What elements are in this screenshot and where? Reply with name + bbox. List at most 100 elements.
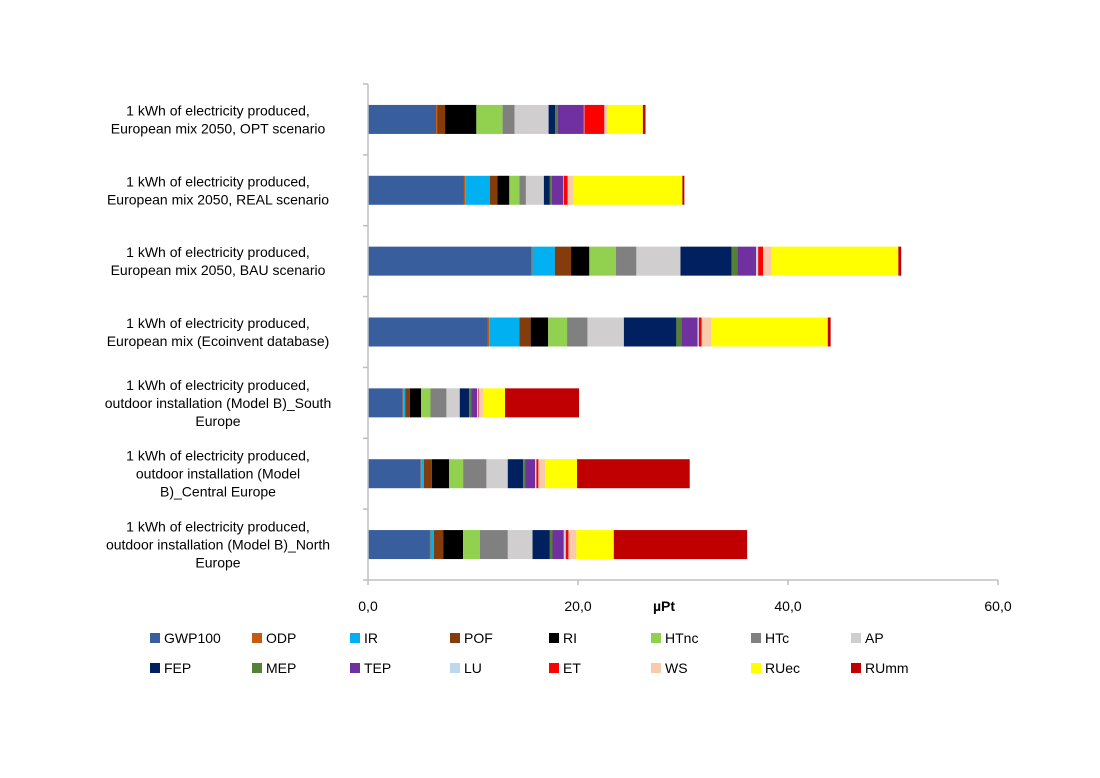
bar-segment-ap [525, 175, 544, 205]
legend-item-ir: IR [350, 630, 378, 646]
legend-label: HTc [765, 630, 789, 646]
bar-segment-pof [437, 104, 446, 134]
category-label: European mix 2050, BAU scenario [111, 262, 326, 278]
bar-segment-et [478, 388, 480, 418]
legend-swatch [252, 663, 262, 673]
legend-swatch [350, 633, 360, 643]
bar-segment-tep [471, 388, 478, 418]
legend-label: TEP [364, 660, 391, 676]
bar-segment-ri [443, 530, 464, 560]
category-label: outdoor installation (Model [136, 466, 300, 482]
legend-item-gwp100: GWP100 [150, 630, 221, 646]
bar-segment-htnc [449, 459, 464, 489]
bar-segment-tep [681, 317, 698, 347]
legend-label: ODP [266, 630, 296, 646]
bar-segment-gwp100 [368, 459, 421, 489]
legend-item-htc: HTc [751, 630, 789, 646]
legend-item-ws: WS [651, 660, 688, 676]
bar-segment-fep [543, 175, 550, 205]
bar-segment-lu [535, 459, 537, 489]
bar-segment-htc [519, 175, 526, 205]
bar-segment-htnc [548, 317, 568, 347]
bar-segment-htc [430, 388, 447, 418]
legend-label: WS [665, 660, 688, 676]
bar-segment-ws [538, 459, 546, 489]
bar-segment-ap [636, 246, 681, 276]
legend-swatch [549, 663, 559, 673]
bar-segment-gwp100 [368, 388, 403, 418]
legend-swatch [651, 663, 661, 673]
bar-segment-htc [616, 246, 637, 276]
bar-segment-htnc [421, 388, 431, 418]
bar-segment-rumm [577, 459, 690, 489]
bar-segment-odp [402, 388, 404, 418]
bar-segment-ir [489, 317, 520, 347]
bar-segment-lu [563, 175, 564, 205]
legend-label: ET [563, 660, 581, 676]
bar-segment-htnc [509, 175, 520, 205]
bar-segment-gwp100 [368, 530, 430, 560]
legend-item-fep: FEP [150, 660, 191, 676]
bar-segment-ws [568, 530, 577, 560]
bar-segment-pof [554, 246, 572, 276]
legend-item-mep: MEP [252, 660, 296, 676]
legend-label: MEP [266, 660, 296, 676]
bar-segment-pof [490, 175, 498, 205]
bar-segment-rumm [642, 104, 646, 134]
legend-swatch [450, 663, 460, 673]
bar-segment-gwp100 [368, 246, 532, 276]
bar-segment-fep [507, 459, 524, 489]
bar-segment-htc [463, 459, 487, 489]
bar-segment-ri [431, 459, 450, 489]
bar-segment-ruec [483, 388, 506, 418]
legend-label: RI [563, 630, 577, 646]
bar-segment-htc [502, 104, 515, 134]
category-label: 1 kWh of electricity produced, [126, 244, 310, 260]
legend-swatch [549, 633, 559, 643]
bar-segment-odp [429, 530, 431, 560]
bar-segment-ruec [576, 530, 614, 560]
x-tick-label: 60,0 [984, 598, 1011, 614]
bar-segment-et [758, 246, 764, 276]
bar-segment-rumm [827, 317, 831, 347]
category-label: European mix (Ecoinvent database) [107, 333, 330, 349]
bar-segment-ri [530, 317, 549, 347]
legend-label: RUec [765, 660, 800, 676]
bar-segment-pof [423, 459, 432, 489]
bar-segment-gwp100 [368, 175, 464, 205]
axes-layer: 1 kWh of electricity produced, European m… [105, 83, 1012, 614]
legend-item-rumm: RUmm [851, 660, 909, 676]
bar-segment-ruec [573, 175, 683, 205]
legend-item-odp: ODP [252, 630, 296, 646]
bar-segment-ws [763, 246, 772, 276]
legend-label: IR [364, 630, 378, 646]
bar-segment-ap [587, 317, 624, 347]
bar-segment-fep [548, 104, 556, 134]
bar-segment-et [565, 530, 569, 560]
bar-segment-htnc [463, 530, 480, 560]
bar-segment-htc [479, 530, 508, 560]
bar-segment-gwp100 [368, 317, 488, 347]
category-label: Europe [195, 413, 240, 429]
bar-segment-ir [532, 246, 555, 276]
bar-segment-ri [409, 388, 422, 418]
category-label: 1 kWh of electricity produced, [126, 448, 310, 464]
bar-segment-ir [421, 459, 424, 489]
bar-segment-lu [563, 530, 566, 560]
bar-segment-mep [549, 175, 552, 205]
legend-swatch [150, 633, 160, 643]
bar-segment-mep [555, 104, 558, 134]
legend-swatch [350, 663, 360, 673]
bar-segment-ws [604, 104, 608, 134]
bar-segment-ws [479, 388, 484, 418]
bar-segment-ruec [545, 459, 578, 489]
legend-swatch [150, 663, 160, 673]
bar-segment-ap [486, 459, 508, 489]
bar-segment-rumm [505, 388, 580, 418]
bar-segment-ri [497, 175, 510, 205]
category-label: 1 kWh of electricity produced, [126, 519, 310, 535]
category-label: European mix 2050, REAL scenario [107, 191, 329, 207]
legend-item-ruec: RUec [751, 660, 800, 676]
bar-segment-gwp100 [368, 104, 437, 134]
